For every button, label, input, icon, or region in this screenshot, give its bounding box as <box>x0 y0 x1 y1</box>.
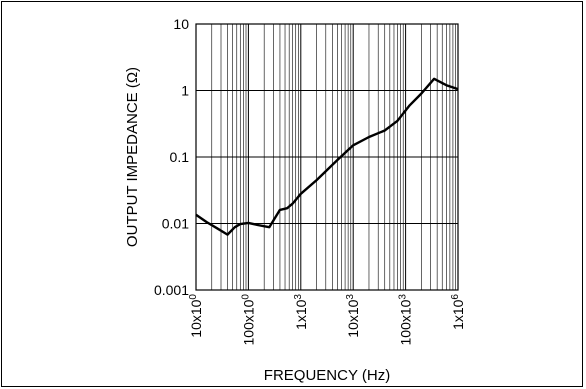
svg-text:100x103: 100x103 <box>398 294 414 346</box>
impedance-series-line <box>195 77 459 236</box>
y-tick-label: 0.1 <box>170 149 190 165</box>
svg-text:1x106: 1x106 <box>450 294 466 330</box>
svg-text:100x100: 100x100 <box>240 294 256 346</box>
major-gridlines <box>195 23 459 291</box>
x-tick-labels: 10x100 100x100 1x103 10x103 100x103 1x106 <box>188 294 466 346</box>
y-tick-label: 0.001 <box>154 282 189 298</box>
y-tick-label: 10 <box>173 16 189 32</box>
x-tick-label: 1x106 <box>450 294 466 330</box>
y-axis-label: OUTPUT IMPEDANCE (Ω) <box>124 67 141 247</box>
x-tick-label: 10x103 <box>345 294 361 338</box>
x-tick-label: 1x103 <box>293 294 309 330</box>
x-tick-label: 100x103 <box>398 294 414 346</box>
x-tick-label: 100x100 <box>240 294 256 346</box>
svg-text:10x103: 10x103 <box>345 294 361 338</box>
series-layer <box>195 77 459 236</box>
y-tick-label: 1 <box>181 83 189 99</box>
x-axis-label: FREQUENCY (Hz) <box>264 367 390 384</box>
y-tick-label: 0.01 <box>162 216 189 232</box>
plot-area <box>195 23 459 291</box>
x-tick-label: 10x100 <box>188 294 204 338</box>
svg-text:1x103: 1x103 <box>293 294 309 330</box>
svg-text:10x100: 10x100 <box>188 294 204 338</box>
y-tick-labels: 0.001 0.01 0.1 1 10 <box>154 16 189 298</box>
